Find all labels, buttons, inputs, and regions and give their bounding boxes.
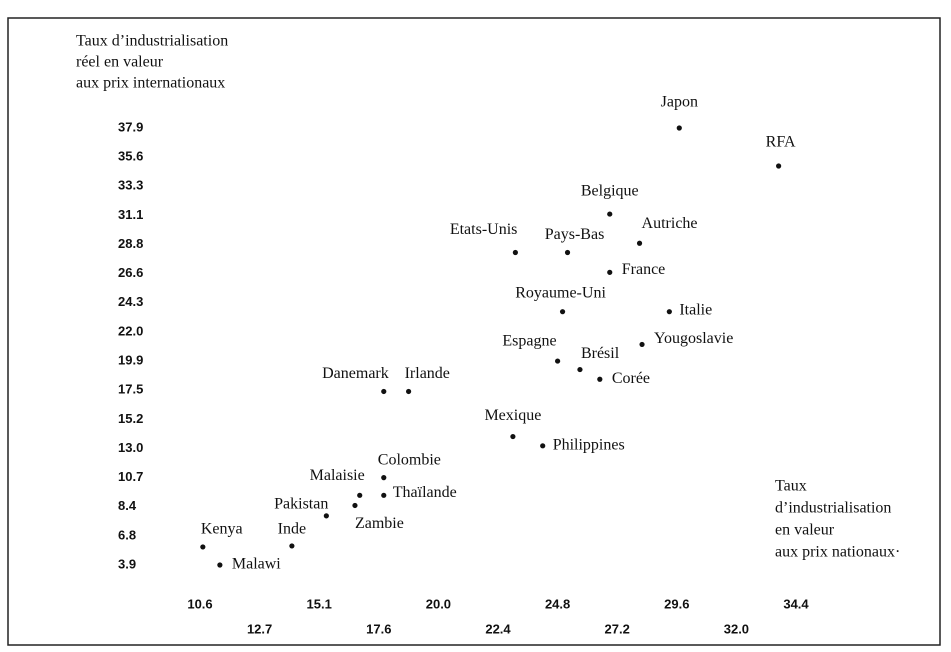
x-tick-label: 22.4 bbox=[485, 621, 511, 636]
point bbox=[776, 163, 782, 169]
x-tick-label: 10.6 bbox=[187, 596, 212, 611]
point bbox=[381, 475, 387, 481]
x-tick-label: 15.1 bbox=[307, 596, 332, 611]
point-label: Irlande bbox=[405, 365, 450, 382]
x-tick-label: 27.2 bbox=[605, 621, 630, 636]
point bbox=[676, 125, 682, 131]
y-tick-label: 10.7 bbox=[118, 469, 143, 484]
x-tick-label: 29.6 bbox=[664, 596, 689, 611]
y-tick-label: 31.1 bbox=[118, 207, 143, 222]
point-label: Inde bbox=[278, 521, 306, 538]
y-tick-label: 17.5 bbox=[118, 382, 143, 397]
point bbox=[559, 309, 566, 315]
point-label: Thaïlande bbox=[393, 484, 457, 501]
point bbox=[406, 388, 412, 395]
point-label: Colombie bbox=[378, 451, 441, 468]
x-axis-label: d’industrialisation bbox=[775, 500, 891, 517]
point-label: Mexique bbox=[484, 407, 541, 424]
x-tick-label: 24.8 bbox=[545, 596, 570, 611]
y-tick-label: 6.8 bbox=[118, 527, 136, 542]
point bbox=[540, 443, 546, 449]
point bbox=[597, 376, 603, 382]
y-axis-label: réel en valeur bbox=[76, 54, 164, 71]
x-tick-label: 12.7 bbox=[247, 621, 272, 636]
point bbox=[510, 433, 516, 440]
point-label: Kenya bbox=[201, 521, 243, 538]
y-tick-label: 26.6 bbox=[118, 265, 143, 280]
point-label: Brésil bbox=[581, 345, 620, 362]
point bbox=[381, 388, 387, 395]
point bbox=[577, 366, 583, 373]
point-label: Malaisie bbox=[310, 467, 365, 484]
point-label: Royaume-Uni bbox=[515, 284, 606, 301]
x-axis-label: Taux bbox=[775, 478, 807, 495]
y-tick-label: 3.9 bbox=[118, 556, 136, 571]
point-label: Corée bbox=[612, 370, 650, 387]
point bbox=[289, 543, 295, 549]
frame bbox=[7, 17, 941, 646]
point bbox=[200, 544, 206, 550]
point bbox=[607, 269, 613, 275]
point-label: Etats-Unis bbox=[450, 221, 518, 238]
point-label: Philippines bbox=[553, 436, 625, 453]
x-axis-label: aux prix nationaux· bbox=[775, 544, 900, 561]
y-tick-label: 19.9 bbox=[118, 353, 143, 368]
point bbox=[352, 502, 358, 509]
point bbox=[607, 211, 613, 217]
y-axis-label: aux prix internationaux bbox=[76, 75, 225, 92]
y-axis-label: Taux d’industrialisation bbox=[76, 33, 228, 50]
point-label: Italie bbox=[679, 301, 712, 318]
point bbox=[323, 513, 329, 519]
point bbox=[564, 249, 571, 256]
point-label: Zambie bbox=[355, 515, 404, 532]
point bbox=[381, 492, 387, 498]
y-tick-label: 37.9 bbox=[118, 119, 143, 134]
point-label: Belgique bbox=[581, 183, 639, 200]
y-tick-label: 13.0 bbox=[118, 440, 143, 455]
y-tick-label: 22.0 bbox=[118, 323, 143, 338]
x-tick-label: 34.4 bbox=[783, 596, 809, 611]
y-tick-label: 8.4 bbox=[118, 498, 137, 513]
x-axis-label: en valeur bbox=[775, 522, 835, 539]
point-label: Danemark bbox=[322, 365, 389, 382]
point-label: Espagne bbox=[502, 333, 556, 350]
point bbox=[636, 240, 643, 246]
point bbox=[666, 309, 672, 315]
y-tick-label: 15.2 bbox=[118, 411, 143, 426]
x-tick-label: 17.6 bbox=[366, 621, 391, 636]
x-tick-label: 20.0 bbox=[426, 596, 451, 611]
y-tick-label: 33.3 bbox=[118, 178, 143, 193]
point-label: Japon bbox=[661, 94, 698, 111]
point bbox=[217, 562, 223, 568]
point-label: Pakistan bbox=[274, 496, 328, 513]
point-label: Autriche bbox=[642, 215, 698, 232]
point-label: Yougoslavie bbox=[654, 330, 733, 347]
y-tick-label: 28.8 bbox=[118, 236, 143, 251]
point bbox=[639, 341, 645, 348]
point-label: Pays-Bas bbox=[545, 226, 605, 243]
point-label: Malawi bbox=[232, 556, 281, 573]
point-label: RFA bbox=[766, 134, 796, 151]
point bbox=[555, 358, 561, 364]
x-tick-label: 32.0 bbox=[724, 621, 749, 636]
point-label: France bbox=[622, 261, 666, 278]
y-tick-label: 35.6 bbox=[118, 149, 143, 164]
point bbox=[357, 492, 363, 498]
point bbox=[512, 249, 518, 256]
y-tick-label: 24.3 bbox=[118, 294, 143, 309]
